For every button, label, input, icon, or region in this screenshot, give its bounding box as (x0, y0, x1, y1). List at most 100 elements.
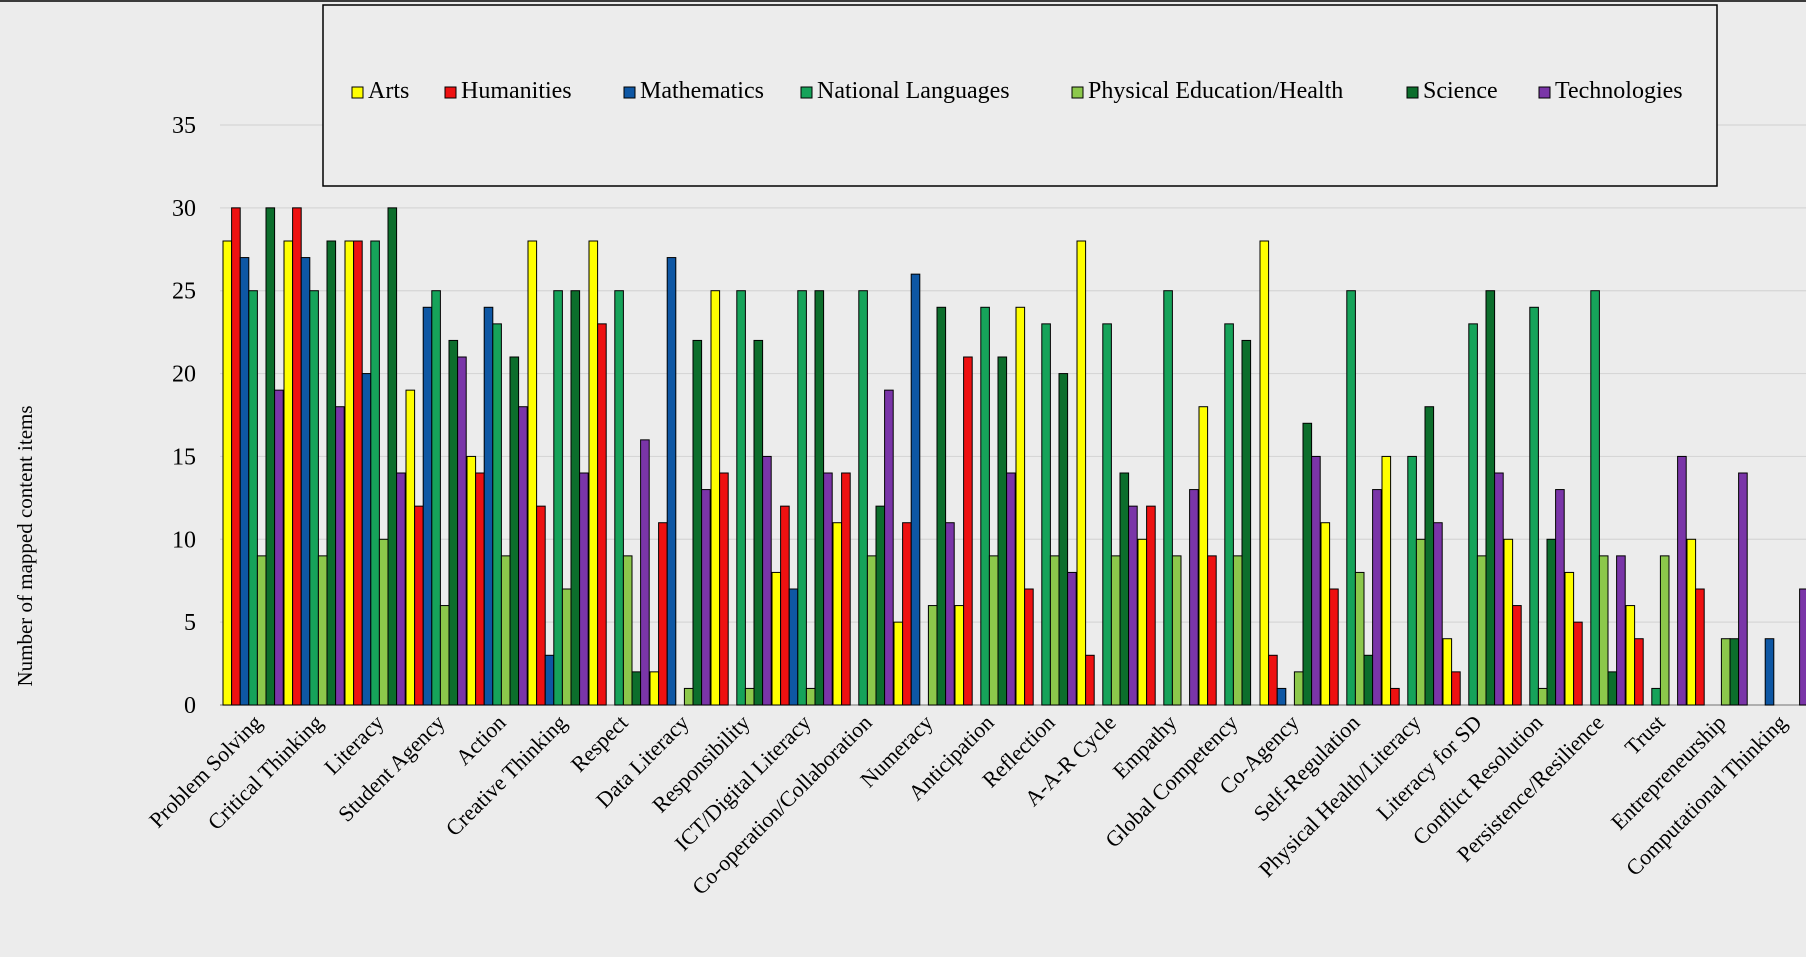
bar-physical-education-health (500, 555, 511, 706)
bar-arts (1015, 306, 1026, 706)
bar-humanities (719, 472, 729, 706)
bar-national-languages (1590, 290, 1600, 706)
bar-science (1058, 373, 1069, 706)
bar-humanities (780, 505, 790, 706)
bar-physical-education-health (256, 555, 267, 706)
bar-national-languages (248, 290, 258, 706)
legend-item: Arts (351, 78, 409, 104)
bar-humanities (292, 207, 302, 706)
bar-national-languages (1041, 323, 1051, 706)
bar-technologies (274, 389, 284, 706)
y-tick-label: 15 (172, 444, 196, 470)
bar-mathematics (422, 306, 433, 706)
bar-technologies (884, 389, 894, 706)
bar-physical-education-health (1720, 638, 1731, 706)
bar-humanities (1634, 638, 1644, 706)
bar-arts (588, 240, 599, 706)
bar-technologies (1372, 489, 1382, 706)
bar-physical-education-health (378, 538, 389, 706)
y-tick-labels: 0 5 10 15 20 25 30 35 (172, 113, 196, 719)
bar-physical-education-health (1110, 555, 1121, 706)
bar-science (326, 240, 337, 706)
bar-humanities (841, 472, 851, 706)
legend-item: Science (1406, 78, 1498, 104)
bar-science (997, 356, 1008, 706)
legend-box (322, 4, 1718, 187)
bar-humanities (414, 505, 424, 706)
bar-national-languages (1407, 455, 1417, 706)
bar-science (1546, 538, 1557, 706)
bar-physical-education-health (1354, 571, 1365, 706)
bar-physical-education-health (744, 687, 755, 706)
bar-national-languages (553, 290, 563, 706)
legend-item: National Languages (800, 78, 1010, 104)
bar-technologies (457, 356, 467, 706)
bar-science (875, 505, 886, 706)
bar-technologies (518, 406, 528, 706)
bar-physical-education-health (1049, 555, 1060, 706)
bar-physical-education-health (1537, 687, 1548, 706)
bar-mathematics (666, 257, 677, 706)
bar-science (936, 306, 947, 706)
bar-physical-education-health (317, 555, 328, 706)
bar-national-languages (614, 290, 624, 706)
bar-science (814, 290, 825, 706)
bar-national-languages (980, 306, 990, 706)
bar-technologies (1555, 489, 1565, 706)
bar-humanities (1512, 605, 1522, 706)
legend-swatch (1406, 86, 1419, 99)
bar-humanities (1146, 505, 1156, 706)
bar-technologies (945, 522, 955, 706)
legend-label: Humanities (461, 78, 572, 104)
bar-arts (1381, 455, 1392, 706)
bar-mathematics (788, 588, 799, 706)
bar-technologies (1128, 505, 1138, 706)
legend-label: Physical Education/Health (1088, 78, 1343, 104)
bar-technologies (762, 455, 772, 706)
bar-science (1363, 654, 1374, 706)
bar-humanities (1268, 654, 1278, 706)
bar-humanities (1390, 687, 1400, 706)
x-category-label: Trust (1620, 710, 1670, 760)
y-tick-label: 35 (172, 113, 196, 139)
bar-physical-education-health (683, 687, 694, 706)
bar-physical-education-health (1293, 671, 1304, 706)
bar-arts (283, 240, 294, 706)
bar-technologies (335, 406, 345, 706)
bar-national-languages (492, 323, 502, 706)
bar-technologies (1067, 571, 1077, 706)
bar-arts (649, 671, 660, 706)
bar-science (570, 290, 581, 706)
legend-swatch (623, 86, 636, 99)
bar-humanities (1207, 555, 1217, 706)
legend-item: Technologies (1538, 78, 1683, 104)
x-category-label: Student Agency (333, 710, 450, 827)
y-tick-label: 0 (184, 693, 196, 719)
bar-arts (1564, 571, 1575, 706)
bar-technologies (1738, 472, 1748, 706)
bar-humanities (1329, 588, 1339, 706)
bar-humanities (658, 522, 668, 706)
bar-technologies (1494, 472, 1504, 706)
bar-physical-education-health (927, 605, 938, 706)
bar-physical-education-health (1232, 555, 1243, 706)
bar-arts (344, 240, 355, 706)
bar-science (753, 339, 764, 706)
bar-arts (832, 522, 843, 706)
bar-national-languages (1651, 687, 1661, 706)
bar-humanities (536, 505, 546, 706)
bar-national-languages (1529, 306, 1539, 706)
bar-national-languages (1346, 290, 1356, 706)
bar-national-languages (309, 290, 319, 706)
bar-mathematics (300, 257, 311, 706)
bar-arts (1686, 538, 1697, 706)
y-tick-label: 10 (172, 527, 196, 553)
bar-technologies (1189, 489, 1199, 706)
bar-national-languages (797, 290, 807, 706)
bar-technologies (579, 472, 589, 706)
bar-national-languages (1163, 290, 1173, 706)
bar-physical-education-health (1598, 555, 1609, 706)
bar-science (1424, 406, 1435, 706)
